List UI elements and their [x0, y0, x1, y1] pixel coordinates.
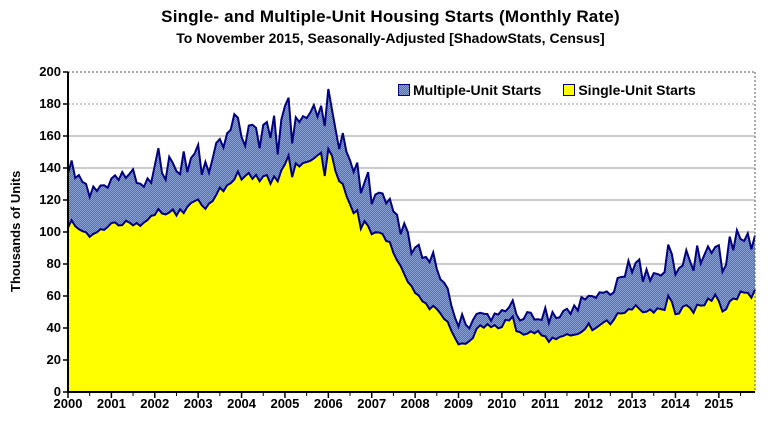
x-axis-tick-label: 2012	[574, 396, 604, 411]
x-axis-tick-label: 2001	[96, 396, 126, 411]
x-axis-tick-label: 2015	[704, 396, 734, 411]
y-axis-tick-label: 20	[46, 352, 61, 367]
y-axis-tick-label: 140	[39, 160, 61, 175]
multiple-unit-area	[68, 88, 755, 345]
x-axis-tick-label: 2002	[140, 396, 170, 411]
legend-label-single: Single-Unit Starts	[578, 82, 696, 98]
legend-item-multiple-unit: Multiple-Unit Starts	[398, 82, 541, 98]
x-axis-tick-label: 2008	[400, 396, 430, 411]
x-axis-tick-label: 2010	[487, 396, 517, 411]
chart-title: Single- and Multiple-Unit Housing Starts…	[161, 7, 620, 26]
y-axis-tick-label: 180	[39, 96, 61, 111]
chart-subtitle: To November 2015, Seasonally-Adjusted [S…	[176, 30, 605, 46]
y-axis-tick-label: 40	[46, 320, 61, 335]
single-unit-line	[67, 145, 756, 346]
x-axis-tick-label: 2003	[183, 396, 213, 411]
x-axis-tick-label: 2007	[357, 396, 387, 411]
single-unit-swatch-icon	[563, 84, 576, 96]
y-axis-tick-label: 80	[46, 256, 61, 271]
y-axis-tick-label: 100	[39, 224, 61, 239]
x-axis-tick-label: 2014	[660, 396, 690, 411]
x-axis-tick-label: 2004	[227, 396, 257, 411]
plot-area	[63, 71, 756, 398]
legend-item-single-unit: Single-Unit Starts	[563, 82, 696, 98]
legend-label-multiple: Multiple-Unit Starts	[413, 82, 542, 98]
y-axis-tick-label: 160	[39, 128, 61, 143]
x-axis-tick-label: 2011	[531, 396, 560, 411]
x-axis-tick-label: 2013	[617, 396, 647, 411]
y-axis-tick-label: 0	[53, 384, 61, 399]
total-starts-line	[67, 88, 756, 331]
y-axis-tick-label: 120	[39, 192, 61, 207]
x-axis-tick-label: 2000	[53, 396, 83, 411]
y-axis-tick-label: 60	[46, 288, 61, 303]
legend: Multiple-Unit Starts Single-Unit Starts	[398, 82, 696, 98]
x-axis-tick-label: 2009	[444, 396, 473, 411]
multiple-unit-swatch-icon	[398, 84, 410, 96]
y-axis-tick-label: 200	[39, 64, 61, 79]
x-axis-tick-label: 2006	[313, 396, 343, 411]
x-axis-tick-label: 2005	[270, 396, 300, 411]
